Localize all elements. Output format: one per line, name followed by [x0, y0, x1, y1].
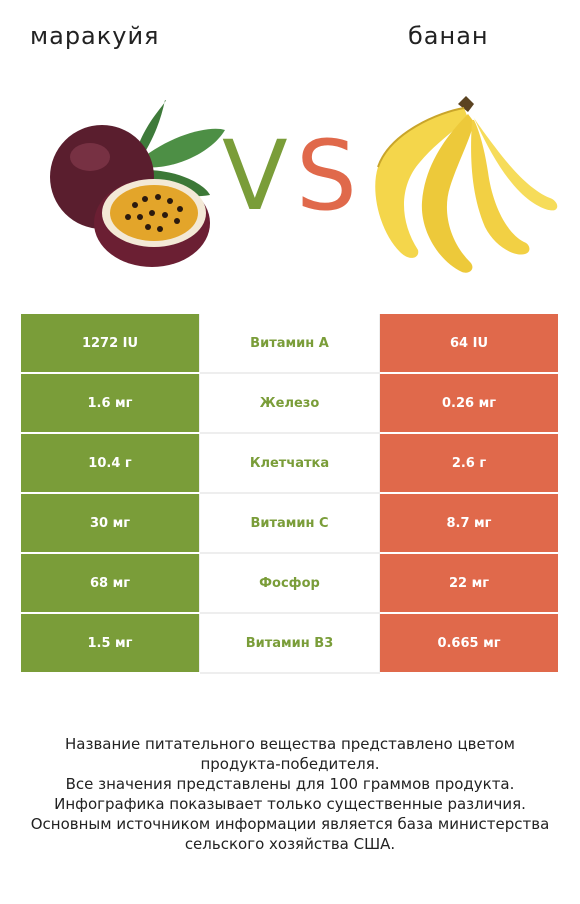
footnote: Название питательного вещества представл…: [20, 734, 560, 854]
nutrient-name-cell: Клетчатка: [199, 433, 380, 494]
nutrient-row: 1.5 мг Витамин B3 0.665 мг: [21, 613, 558, 674]
nutrient-row: 68 мг Фосфор 22 мг: [21, 553, 558, 614]
left-value-cell: 68 мг: [21, 553, 200, 614]
nutrient-name-cell: Витамин A: [199, 314, 380, 374]
passion-fruit-icon: [50, 100, 225, 267]
footnote-line: Все значения представлены для 100 граммо…: [65, 775, 515, 793]
footnote-line: сельского хозяйства США.: [184, 835, 396, 853]
footnote-line: Основным источником информации является …: [30, 815, 550, 833]
footnote-line: Инфографика показывает только существенн…: [54, 795, 526, 813]
footnote-line: продукта-победителя.: [200, 755, 380, 773]
left-value-cell: 1.6 мг: [21, 373, 200, 434]
right-value-cell: 2.6 г: [379, 433, 558, 494]
left-value-cell: 30 мг: [21, 493, 200, 554]
left-value-cell: 1.5 мг: [21, 613, 200, 674]
nutrient-name-cell: Витамин C: [199, 493, 380, 554]
footnote-line: Название питательного вещества представл…: [65, 735, 515, 753]
left-product-title: маракуйя: [30, 22, 160, 50]
right-value-cell: 64 IU: [379, 314, 558, 374]
left-value-cell: 1272 IU: [21, 314, 200, 374]
nutrient-row: 1272 IU Витамин A 64 IU: [21, 314, 558, 374]
nutrient-name-cell: Витамин B3: [199, 613, 380, 674]
right-product-title: банан: [408, 22, 489, 50]
right-value-cell: 0.26 мг: [379, 373, 558, 434]
banana-icon: [375, 96, 558, 273]
vs-letter-v: V: [222, 120, 288, 232]
right-value-cell: 8.7 мг: [379, 493, 558, 554]
left-value-cell: 10.4 г: [21, 433, 200, 494]
nutrient-row: 30 мг Витамин C 8.7 мг: [21, 493, 558, 554]
nutrient-row: 1.6 мг Железо 0.26 мг: [21, 373, 558, 434]
nutrient-name-cell: Фосфор: [199, 553, 380, 614]
right-value-cell: 0.665 мг: [379, 613, 558, 674]
nutrient-name-cell: Железо: [199, 373, 380, 434]
comparison-table: 1272 IU Витамин A 64 IU 1.6 мг Железо 0.26 мг…: [21, 314, 558, 674]
vs-letter-s: S: [296, 120, 357, 232]
right-value-cell: 22 мг: [379, 553, 558, 614]
nutrient-row: 10.4 г Клетчатка 2.6 г: [21, 433, 558, 494]
